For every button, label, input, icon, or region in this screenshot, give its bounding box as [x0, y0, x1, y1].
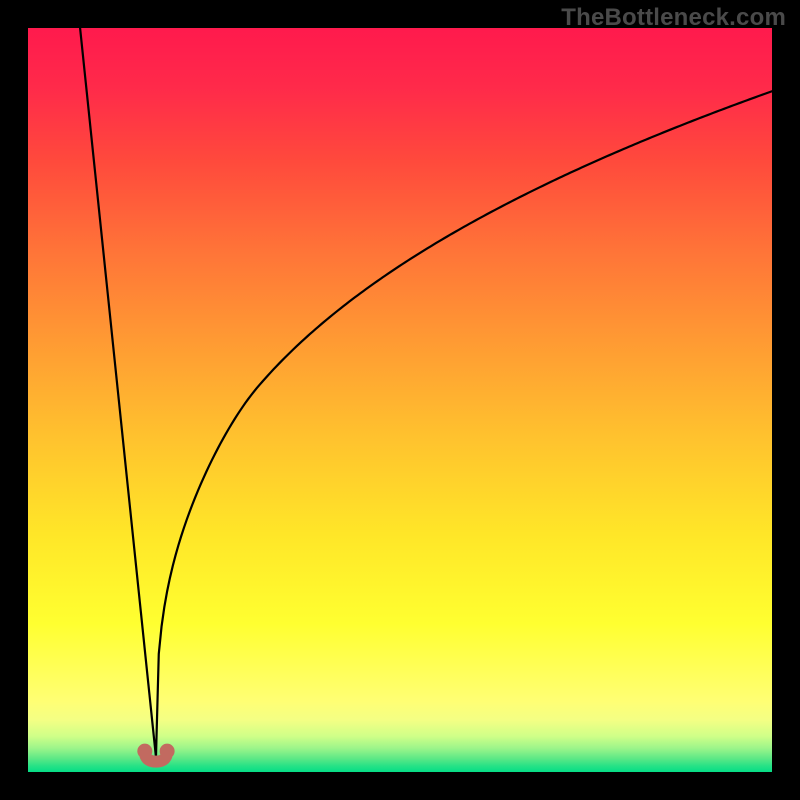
gradient-background — [28, 28, 772, 772]
plot-area — [28, 28, 772, 772]
attribution-text: TheBottleneck.com — [561, 4, 786, 32]
frame-left — [0, 0, 28, 800]
figure-root: TheBottleneck.com — [0, 0, 800, 800]
plot-svg — [28, 28, 772, 772]
frame-bottom — [0, 772, 800, 800]
frame-right — [772, 0, 800, 800]
